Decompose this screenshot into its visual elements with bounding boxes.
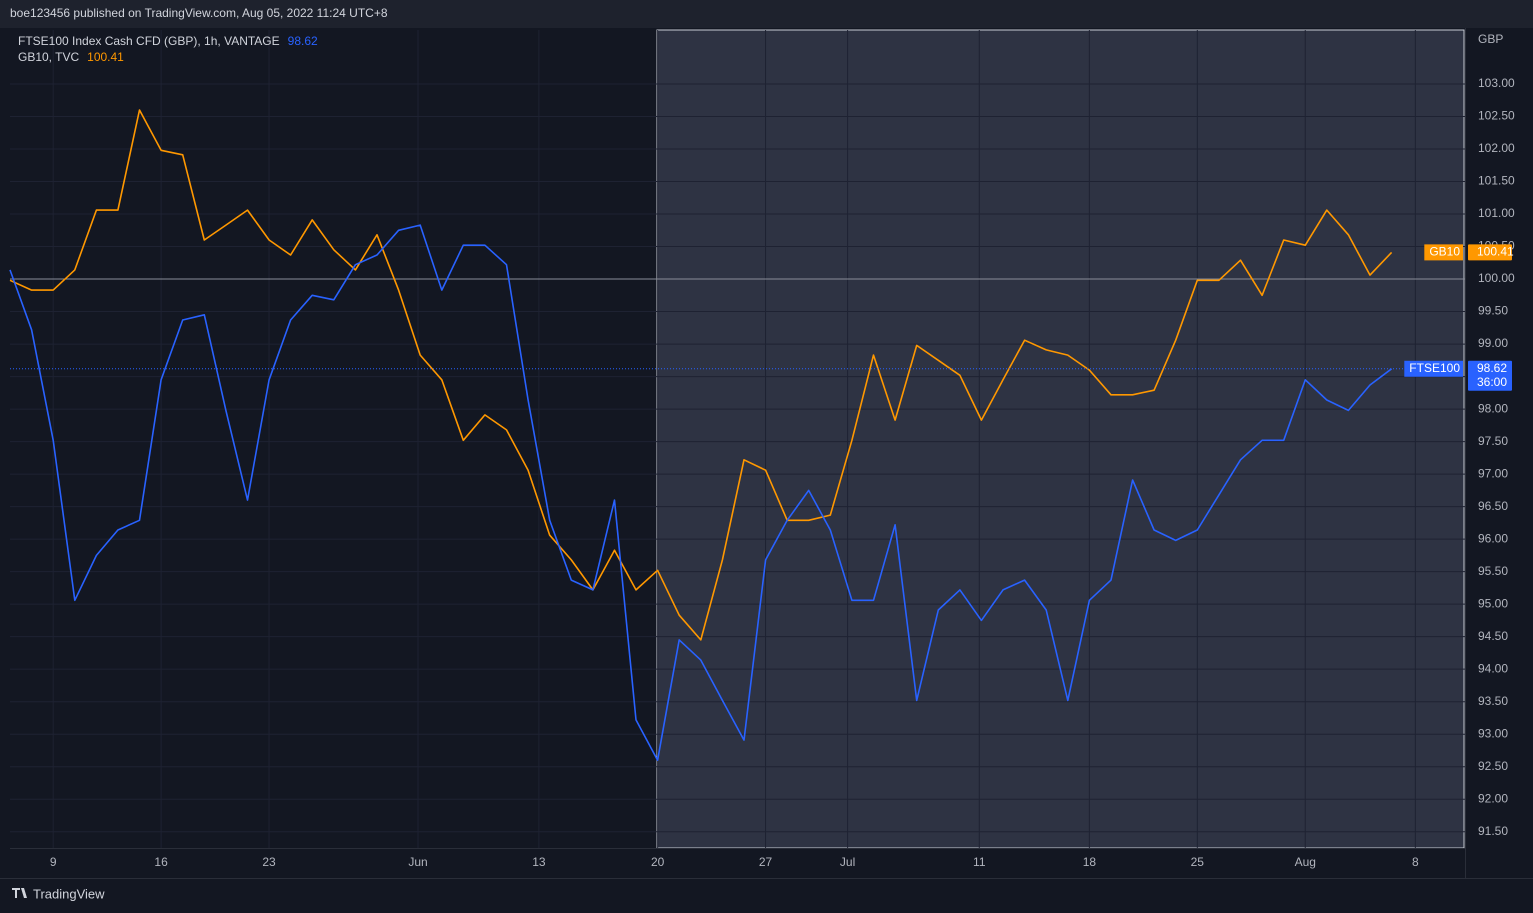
price-tag-bg: [1468, 244, 1512, 261]
y-tick-label: 91.50: [1478, 824, 1508, 838]
x-tick-label: Jul: [840, 855, 855, 869]
x-tick-label: 27: [759, 855, 773, 869]
y-tick-label: 98.00: [1478, 401, 1508, 415]
countdown: 36:00: [1477, 375, 1507, 389]
y-tick-label: 102.50: [1478, 109, 1515, 123]
y-tick-label: 93.00: [1478, 726, 1508, 740]
y-tick-label: 96.50: [1478, 499, 1508, 513]
y-tick-label: 99.00: [1478, 336, 1508, 350]
x-tick-label: 18: [1083, 855, 1097, 869]
line-series: [9, 109, 1393, 641]
highlight-range: [656, 29, 1465, 849]
price-tag-value: 98.62: [1477, 361, 1507, 375]
logo: [12, 888, 27, 898]
y-tick-label: 103.00: [1478, 76, 1515, 90]
x-tick-label: 23: [262, 855, 276, 869]
y-tick-label: 101.50: [1478, 174, 1515, 188]
footer: TradingView: [33, 886, 105, 901]
y-tick-label: 92.50: [1478, 759, 1508, 773]
y-tick-label: 95.00: [1478, 596, 1508, 610]
header-bar: [0, 0, 1533, 28]
legend-value: 98.62: [288, 34, 318, 48]
x-tick-label: 20: [651, 855, 665, 869]
line-series: [9, 224, 1393, 761]
axis-unit: GBP: [1478, 32, 1503, 46]
x-tick-label: Jun: [408, 855, 427, 869]
y-tick-label: 97.50: [1478, 434, 1508, 448]
x-tick-label: 16: [154, 855, 168, 869]
price-tag-value: 100.41: [1477, 245, 1514, 259]
price-tag-name: GB10: [1429, 245, 1460, 259]
x-tick-label: 25: [1191, 855, 1205, 869]
legend-label: GB10, TVC: [18, 50, 79, 64]
y-tick-label: 95.50: [1478, 564, 1508, 578]
price-tag-name: FTSE100: [1409, 361, 1460, 375]
price-tag-name-bg: [1404, 360, 1463, 377]
y-tick-label: 101.00: [1478, 206, 1515, 220]
price-tag-name-bg: [1424, 244, 1463, 261]
y-tick-label: 97.00: [1478, 466, 1508, 480]
x-tick-label: 11: [973, 855, 986, 869]
price-tag-bg: [1468, 360, 1512, 391]
y-tick-label: 102.00: [1478, 141, 1515, 155]
y-tick-label: 94.00: [1478, 661, 1508, 675]
legend-label: FTSE100 Index Cash CFD (GBP), 1h, VANTAG…: [18, 34, 280, 48]
header: boe123456 published on TradingView.com, …: [10, 6, 388, 20]
x-tick-label: 9: [50, 855, 57, 869]
y-tick-label: 92.00: [1478, 791, 1508, 805]
y-tick-label: 94.50: [1478, 629, 1508, 643]
y-tick-label: 100.00: [1478, 271, 1515, 285]
x-tick-label: 13: [532, 855, 546, 869]
x-tick-label: 8: [1412, 855, 1419, 869]
y-tick-label: 93.50: [1478, 694, 1508, 708]
x-tick-label: Aug: [1295, 855, 1316, 869]
legend-value: 100.41: [87, 50, 124, 64]
y-tick-label: 99.50: [1478, 304, 1508, 318]
y-tick-label: 96.00: [1478, 531, 1508, 545]
